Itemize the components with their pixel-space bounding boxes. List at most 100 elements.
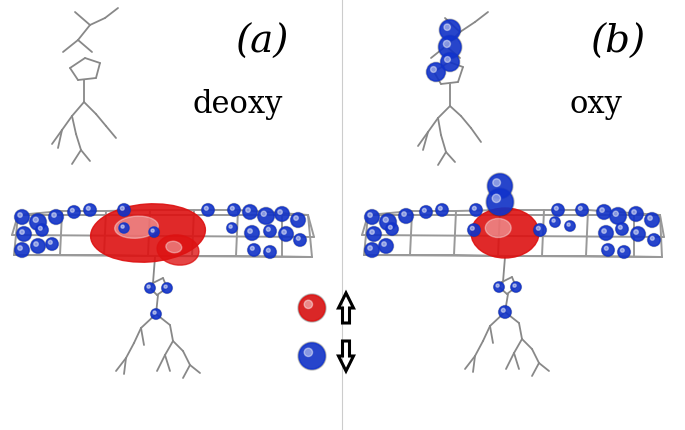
Circle shape xyxy=(441,53,459,71)
Circle shape xyxy=(597,205,611,219)
Circle shape xyxy=(470,204,482,216)
Circle shape xyxy=(229,225,232,228)
Text: oxy: oxy xyxy=(569,89,623,120)
Circle shape xyxy=(647,233,660,246)
Circle shape xyxy=(427,63,445,81)
Circle shape xyxy=(227,203,240,216)
Circle shape xyxy=(201,203,214,216)
Circle shape xyxy=(68,206,80,218)
Circle shape xyxy=(153,311,156,314)
Circle shape xyxy=(370,230,374,234)
Circle shape xyxy=(38,227,42,230)
Circle shape xyxy=(49,240,52,244)
Circle shape xyxy=(84,203,97,216)
Circle shape xyxy=(493,179,501,187)
Circle shape xyxy=(423,209,426,212)
Circle shape xyxy=(610,208,626,224)
Circle shape xyxy=(648,234,660,246)
Circle shape xyxy=(145,283,155,293)
Circle shape xyxy=(365,210,379,224)
Circle shape xyxy=(379,239,393,253)
Circle shape xyxy=(290,212,306,227)
Circle shape xyxy=(420,206,432,218)
Circle shape xyxy=(650,237,654,240)
Text: (a): (a) xyxy=(236,24,288,61)
Circle shape xyxy=(18,246,23,250)
Circle shape xyxy=(247,243,260,256)
Circle shape xyxy=(275,206,290,221)
Circle shape xyxy=(264,224,277,237)
Circle shape xyxy=(18,213,23,217)
Circle shape xyxy=(202,204,214,216)
Circle shape xyxy=(632,210,636,214)
Circle shape xyxy=(49,210,63,224)
Circle shape xyxy=(119,223,129,233)
Circle shape xyxy=(15,210,29,224)
Ellipse shape xyxy=(471,208,539,258)
Circle shape xyxy=(204,206,208,210)
Circle shape xyxy=(575,203,588,216)
Circle shape xyxy=(20,230,24,234)
Circle shape xyxy=(299,343,325,369)
Text: deoxy: deoxy xyxy=(192,89,283,120)
Circle shape xyxy=(17,227,31,241)
Circle shape xyxy=(399,209,414,224)
Circle shape xyxy=(551,203,564,216)
Circle shape xyxy=(628,206,644,221)
Circle shape xyxy=(576,204,588,216)
Circle shape xyxy=(440,52,460,72)
Circle shape xyxy=(227,223,237,233)
Circle shape xyxy=(149,227,160,237)
Circle shape xyxy=(227,223,238,233)
Circle shape xyxy=(534,224,546,236)
Circle shape xyxy=(118,203,130,216)
Circle shape xyxy=(494,282,504,292)
Circle shape xyxy=(162,283,172,293)
Circle shape xyxy=(473,206,476,210)
Circle shape xyxy=(30,214,46,230)
Circle shape xyxy=(613,211,619,216)
Circle shape xyxy=(365,243,379,257)
Ellipse shape xyxy=(114,216,158,238)
Circle shape xyxy=(16,227,32,242)
Circle shape xyxy=(549,217,560,227)
Circle shape xyxy=(599,226,613,240)
Circle shape xyxy=(487,189,513,215)
Circle shape xyxy=(162,283,173,293)
Circle shape xyxy=(119,223,129,233)
Circle shape xyxy=(251,246,254,250)
Circle shape xyxy=(228,204,240,216)
Ellipse shape xyxy=(90,204,206,262)
Circle shape xyxy=(552,204,564,216)
Circle shape xyxy=(366,227,382,242)
Circle shape xyxy=(618,246,630,258)
Circle shape xyxy=(278,210,282,214)
Circle shape xyxy=(151,309,162,319)
Circle shape xyxy=(299,295,325,321)
Circle shape xyxy=(629,207,643,221)
Circle shape xyxy=(494,282,504,292)
Circle shape xyxy=(258,207,275,224)
Circle shape xyxy=(248,244,260,256)
Circle shape xyxy=(282,230,286,234)
Circle shape xyxy=(536,227,540,230)
Circle shape xyxy=(552,219,556,222)
Circle shape xyxy=(621,249,624,252)
Circle shape xyxy=(438,206,443,210)
Circle shape xyxy=(368,213,372,217)
Circle shape xyxy=(14,243,29,258)
Circle shape xyxy=(364,243,379,258)
Circle shape xyxy=(121,225,124,228)
Circle shape xyxy=(118,204,130,216)
Ellipse shape xyxy=(485,218,511,237)
Circle shape xyxy=(445,57,450,62)
Circle shape xyxy=(242,204,258,220)
Circle shape xyxy=(599,225,614,240)
Circle shape xyxy=(513,284,516,287)
Circle shape xyxy=(601,243,614,256)
Circle shape xyxy=(14,209,29,224)
Circle shape xyxy=(602,244,614,256)
Circle shape xyxy=(426,62,446,82)
Circle shape xyxy=(619,225,622,229)
Circle shape xyxy=(266,227,271,231)
